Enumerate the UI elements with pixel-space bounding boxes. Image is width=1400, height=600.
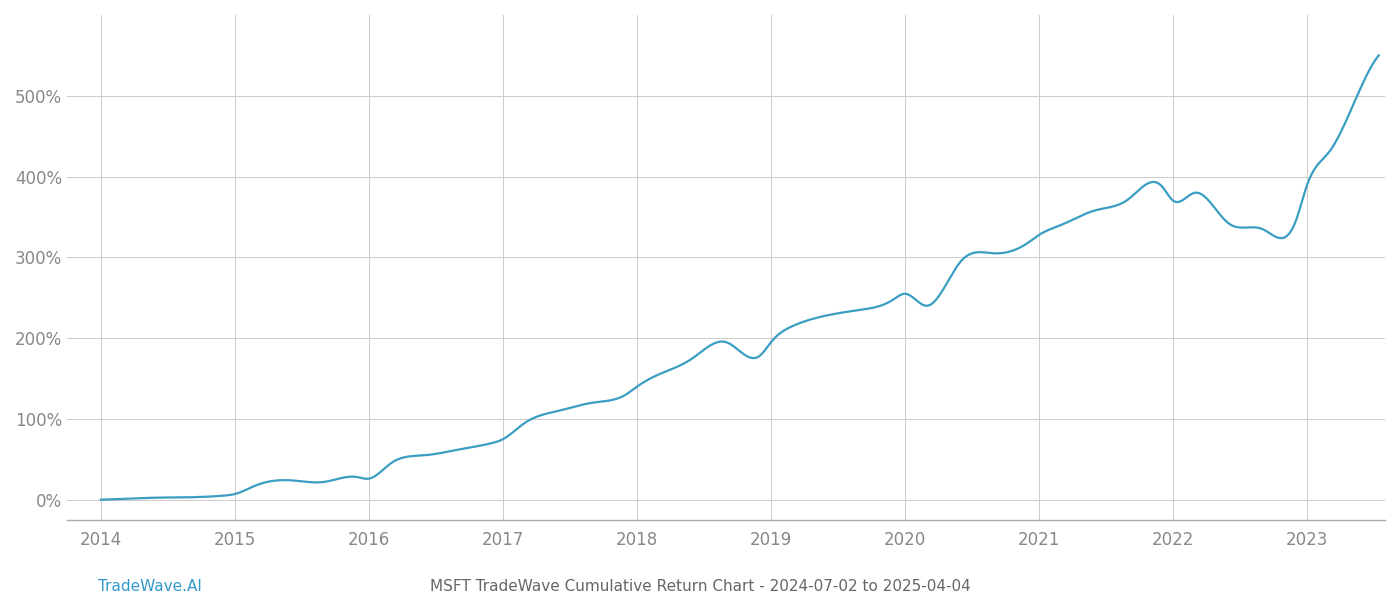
Text: TradeWave.AI: TradeWave.AI bbox=[98, 579, 202, 594]
Text: MSFT TradeWave Cumulative Return Chart - 2024-07-02 to 2025-04-04: MSFT TradeWave Cumulative Return Chart -… bbox=[430, 579, 970, 594]
